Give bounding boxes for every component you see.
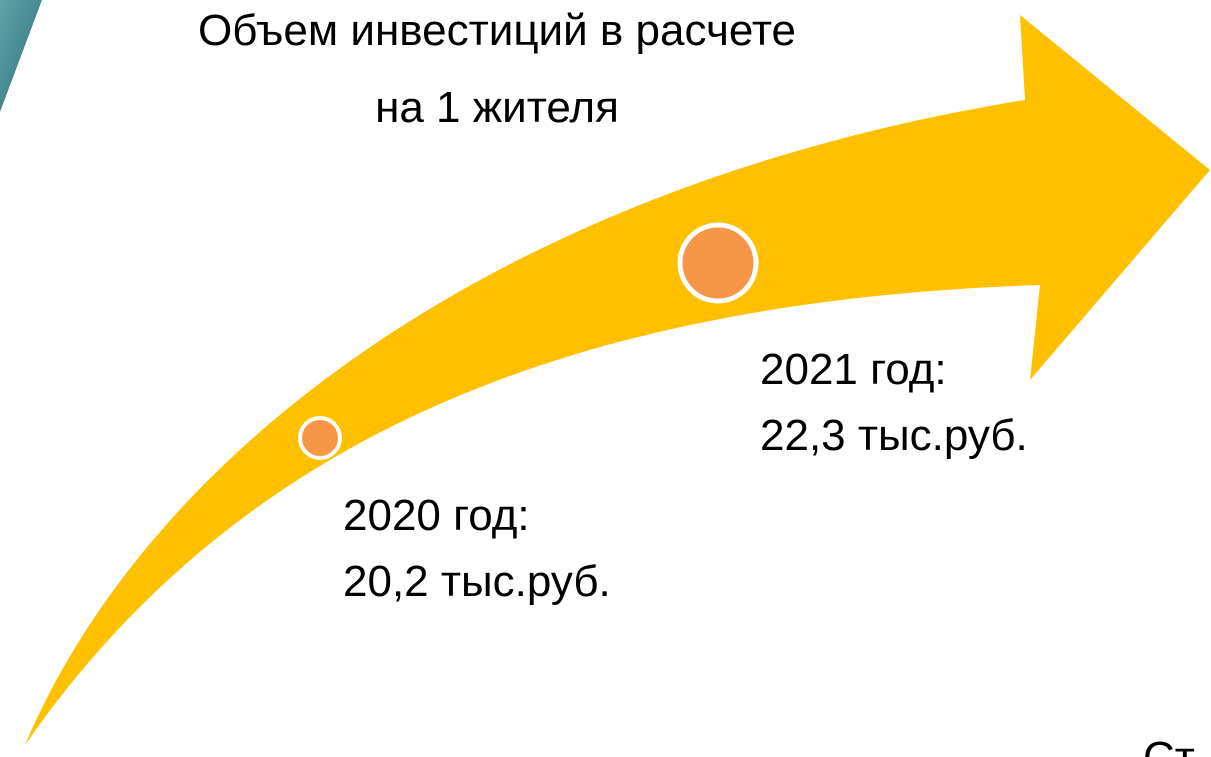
point-year: 2021 год: <box>760 345 947 394</box>
title-line: Объем инвестиций в расчете <box>198 6 796 55</box>
point-marker <box>298 416 342 460</box>
corner-decoration <box>0 0 42 112</box>
footer-text: Ст <box>1143 733 1195 757</box>
growth-arrow <box>25 15 1210 745</box>
point-value: 22,3 тыс.руб. <box>760 411 1028 460</box>
point-year: 2020 год: <box>343 491 530 540</box>
point-marker <box>677 222 759 304</box>
title-line: на 1 жителя <box>375 83 619 132</box>
point-value: 20,2 тыс.руб. <box>343 557 611 606</box>
